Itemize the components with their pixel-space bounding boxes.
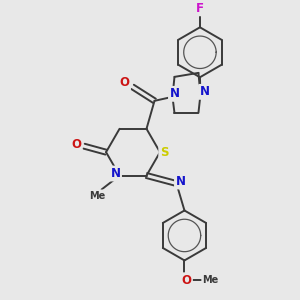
Text: N: N <box>200 85 209 98</box>
Text: Me: Me <box>89 190 106 200</box>
Text: O: O <box>119 76 130 89</box>
Text: N: N <box>110 167 121 180</box>
Text: F: F <box>196 2 204 15</box>
Text: N: N <box>176 175 185 188</box>
Text: N: N <box>169 87 179 101</box>
Text: S: S <box>160 146 168 159</box>
Text: Me: Me <box>202 275 219 285</box>
Text: O: O <box>71 138 81 151</box>
Text: O: O <box>182 274 191 287</box>
